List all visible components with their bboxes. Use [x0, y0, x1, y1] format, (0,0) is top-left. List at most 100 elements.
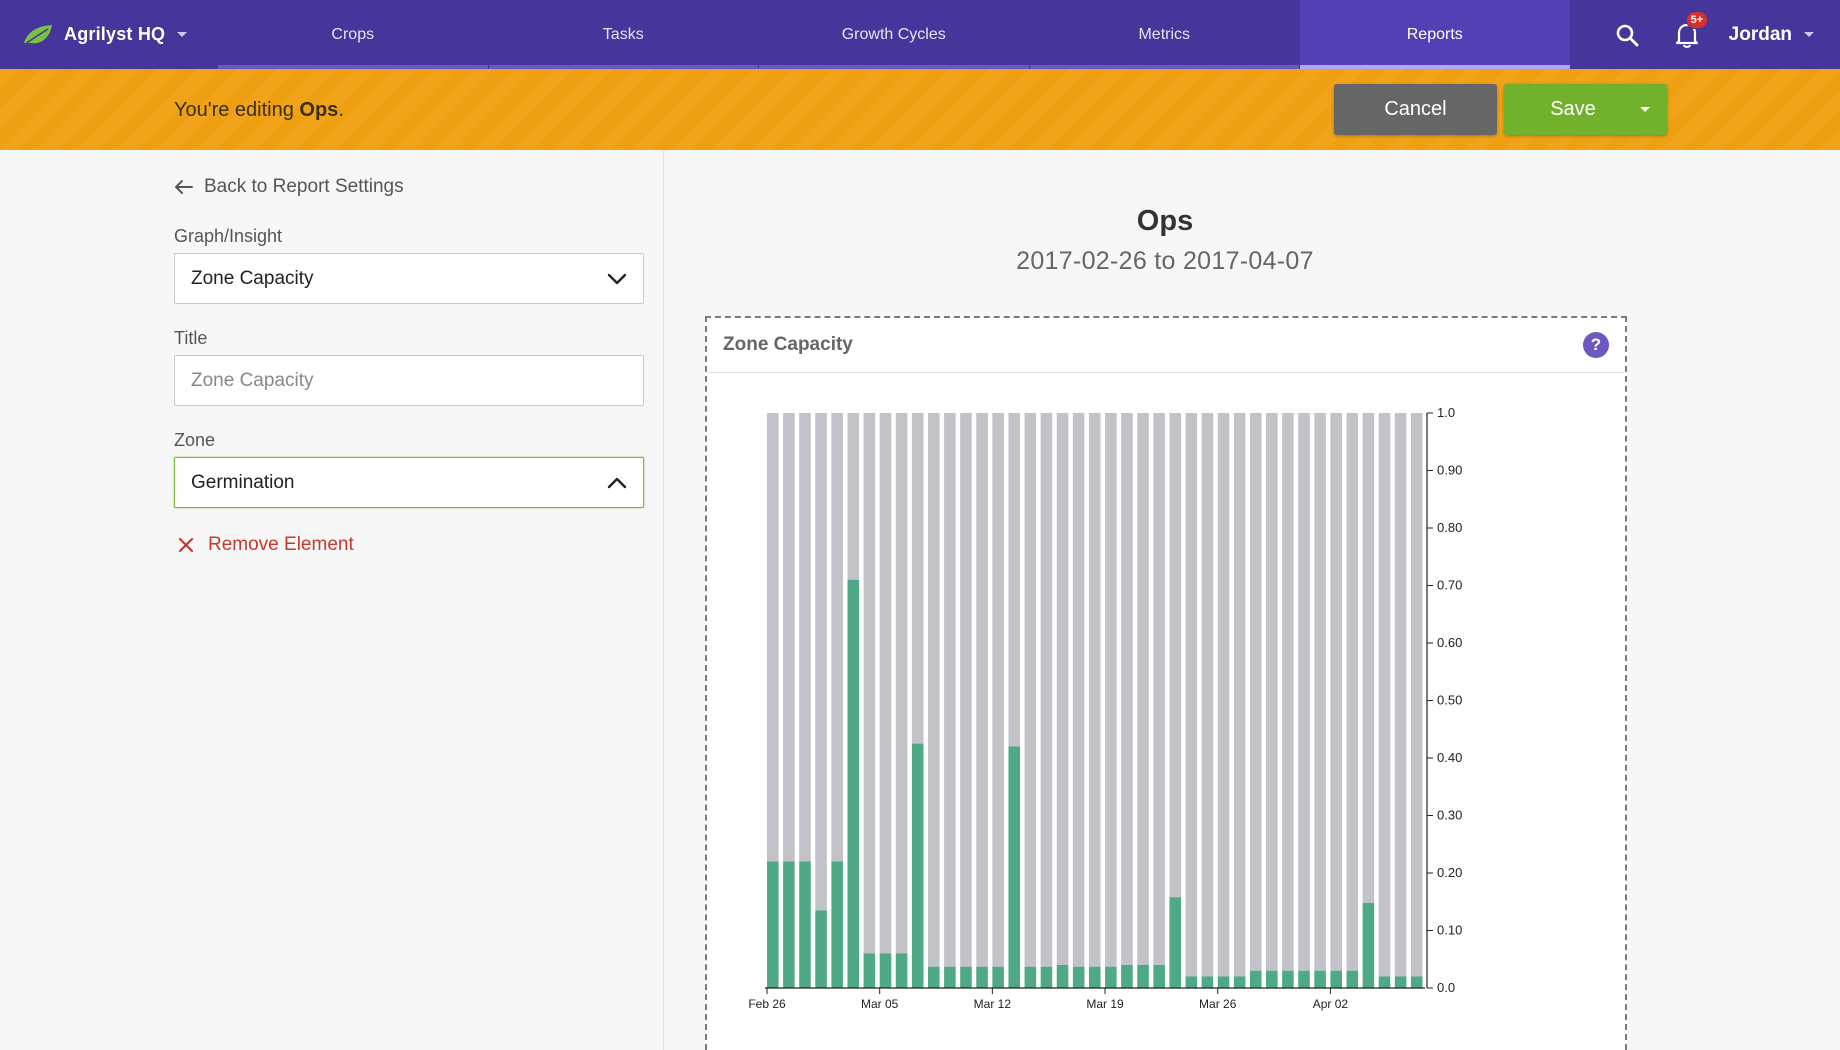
used-bar [1137, 965, 1149, 988]
capacity-bar [944, 413, 956, 967]
remove-element-label: Remove Element [208, 534, 354, 555]
zone-capacity-card[interactable]: Zone Capacity ? Feb 26 Mar 05 Mar 12 Mar 19… [705, 316, 1627, 1050]
save-button[interactable]: Save [1550, 98, 1596, 120]
used-bar [1056, 965, 1069, 988]
capacity-bar [1233, 413, 1246, 977]
x-tick-label: Apr 02 [1313, 997, 1349, 1011]
used-bar [1314, 970, 1326, 988]
editing-report-name: Ops [299, 99, 339, 121]
capacity-bar [831, 413, 843, 862]
y-tick-label: 0.0 [1437, 980, 1455, 995]
used-bar [1008, 746, 1021, 988]
capacity-bar [1072, 413, 1085, 967]
capacity-bar [799, 413, 811, 862]
tab-crops[interactable]: Crops [218, 0, 488, 69]
capacity-bar [767, 413, 779, 862]
notifications-bell-icon[interactable]: 5+ [1673, 10, 1709, 49]
save-options-dropdown[interactable] [1622, 84, 1667, 135]
used-bar [879, 953, 892, 988]
capacity-bar [1217, 413, 1230, 977]
tab-tasks[interactable]: Tasks [488, 0, 759, 69]
used-bar [1249, 970, 1262, 988]
tab-reports[interactable]: Reports [1300, 0, 1570, 69]
y-tick-label: 0.40 [1437, 750, 1462, 765]
capacity-bar [1185, 413, 1198, 977]
zone-select[interactable]: Germination [174, 457, 644, 508]
capacity-bar [1394, 413, 1407, 977]
capacity-bar [911, 413, 924, 744]
used-bar [1105, 966, 1117, 988]
capacity-bar [1024, 413, 1037, 967]
used-bar [767, 861, 779, 988]
used-bar [799, 861, 811, 988]
used-bar [847, 579, 860, 988]
used-bar [1233, 976, 1246, 988]
help-icon[interactable]: ? [1583, 332, 1609, 358]
used-bar [1121, 965, 1133, 988]
capacity-bar [1121, 413, 1133, 965]
capacity-bar [1282, 413, 1294, 971]
used-bar [1394, 976, 1407, 988]
capacity-bar [1249, 413, 1262, 971]
nav-right: 5+ Jordan [1613, 0, 1840, 69]
used-bar [1072, 966, 1085, 988]
back-link-label: Back to Report Settings [204, 176, 404, 197]
cancel-button[interactable]: Cancel [1334, 84, 1497, 135]
used-bar [1282, 970, 1294, 988]
title-input[interactable]: Zone Capacity [174, 355, 644, 406]
used-bar [1346, 970, 1359, 988]
user-menu[interactable]: Jordan [1729, 24, 1814, 46]
card-title: Zone Capacity [723, 334, 853, 355]
used-bar [1088, 966, 1101, 988]
tab-growth-cycles[interactable]: Growth Cycles [759, 0, 1029, 69]
back-to-report-settings-link[interactable]: Back to Report Settings [174, 176, 404, 198]
caret-down-icon [1639, 107, 1650, 112]
graph-insight-select[interactable]: Zone Capacity [174, 253, 644, 304]
capacity-bar [1008, 413, 1021, 747]
capacity-bar [992, 413, 1004, 967]
x-tick-label: Feb 26 [748, 997, 786, 1011]
graph-insight-label: Graph/Insight [174, 226, 283, 246]
used-bar [1330, 970, 1343, 988]
element-settings-sidebar: Back to Report Settings Graph/Insight Zo… [0, 150, 664, 1050]
capacity-bar [1056, 413, 1069, 965]
used-bar [992, 966, 1004, 988]
report-date-range: 2017-02-26 to 2017-04-07 [1016, 247, 1314, 275]
y-tick-label: 0.60 [1437, 635, 1462, 650]
capacity-bar [1330, 413, 1343, 971]
y-tick-label: 0.90 [1437, 463, 1462, 478]
graph-insight-value: Zone Capacity [191, 267, 314, 289]
brand-switcher[interactable]: Agrilyst HQ [0, 0, 218, 69]
used-bar [944, 966, 956, 988]
used-bar [1201, 976, 1214, 988]
used-bar [1266, 970, 1278, 988]
capacity-bar [1362, 413, 1375, 903]
y-tick-label: 0.70 [1437, 578, 1462, 593]
used-bar [911, 743, 924, 988]
capacity-bar [1088, 413, 1101, 967]
y-tick-label: 1.0 [1437, 405, 1455, 420]
brand-name: Agrilyst HQ [64, 24, 166, 44]
used-bar [960, 966, 972, 988]
x-tick-label: Mar 19 [1086, 997, 1124, 1011]
chevron-down-icon [177, 32, 188, 37]
capacity-bar [1153, 413, 1165, 965]
capacity-bar [1040, 413, 1053, 967]
zone-capacity-chart: Feb 26 Mar 05 Mar 12 Mar 19 Mar 26 Apr 02 0.0 0… [707, 374, 1625, 1014]
used-bar [976, 966, 988, 988]
y-tick-label: 0.50 [1437, 693, 1462, 708]
zone-label: Zone [174, 430, 216, 450]
search-icon[interactable] [1613, 21, 1641, 49]
report-preview: Ops 2017-02-26 to 2017-04-07 Zone Capaci… [665, 150, 1840, 1050]
used-bar [895, 953, 908, 988]
used-bar [1153, 965, 1165, 988]
used-bar [863, 953, 876, 988]
tab-metrics[interactable]: Metrics [1029, 0, 1300, 69]
capacity-bar [1266, 413, 1278, 971]
title-input-placeholder: Zone Capacity [191, 369, 314, 391]
nav-tabs: Crops Tasks Growth Cycles Metrics Report… [218, 0, 1571, 69]
editing-message: You're editing Ops. [174, 99, 344, 121]
y-tick-label: 0.10 [1437, 923, 1462, 938]
remove-element-link[interactable]: Remove Element [178, 534, 354, 556]
capacity-bar [1169, 413, 1182, 898]
